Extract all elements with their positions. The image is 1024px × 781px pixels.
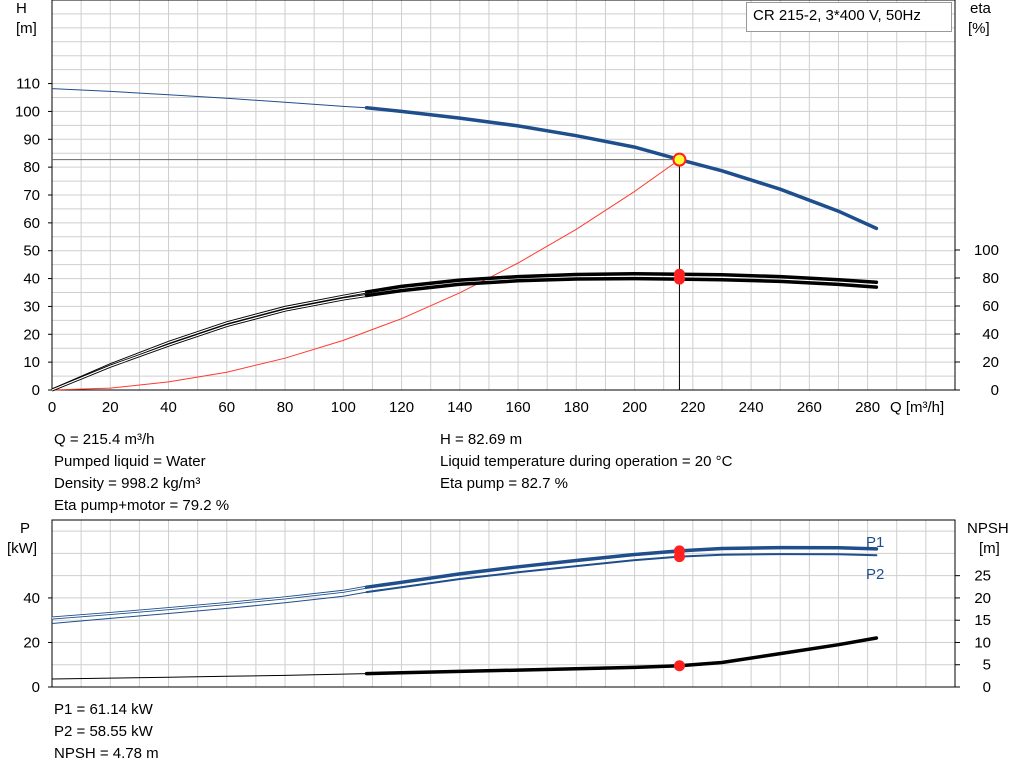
eta-total-curve-thick	[364, 276, 879, 298]
top-y-tick-label: 100	[15, 103, 40, 120]
p2-readout: P2 = 58.55 kW	[54, 723, 153, 740]
head-curve-thin	[51, 88, 367, 109]
top-y-right-tick-label: 40	[982, 326, 999, 343]
x-axis-label: Q [m³/h]	[890, 399, 944, 416]
bottom-curves	[51, 545, 879, 680]
eta-total-curve-thin-inner	[51, 294, 367, 391]
bottom-y-axis-unit: [kW]	[7, 540, 37, 557]
top-y-tick-label: 10	[23, 354, 40, 371]
top-y-right-tick-label: 20	[982, 354, 999, 371]
top-y-tick-label: 110	[16, 76, 40, 93]
top-y-tick-label: 90	[23, 131, 40, 148]
head-curve-thick	[364, 106, 879, 231]
bottom-y-axis-label: P	[20, 520, 30, 537]
x-tick-label: 80	[277, 399, 294, 416]
system-curve	[51, 159, 680, 391]
head-readout: H = 82.69 m	[440, 431, 523, 448]
x-tick-label: 20	[102, 399, 119, 416]
p1-curve-thin-outline	[51, 585, 367, 620]
x-tick-label: 220	[680, 399, 705, 416]
bottom-y-right-tick-label: 5	[983, 657, 991, 674]
eta-pump-curve-thick	[364, 272, 879, 294]
x-tick-label: 160	[506, 399, 531, 416]
bottom-y-right-tick-label: 25	[974, 568, 991, 585]
bottom-y-right-axis-label: NPSH	[967, 520, 1009, 537]
npsh-curve-thick	[364, 636, 879, 676]
top-y-tick-label: 20	[23, 326, 40, 343]
bottom-y-tick-label: 20	[23, 634, 40, 651]
top-y-tick-label: 70	[23, 187, 40, 204]
tick-labels: 0 20 40 60 80 100 120 140 160 180 200 220 240 260 2800…	[15, 76, 999, 696]
head-operating-point	[672, 152, 687, 167]
eta-pump-readout: Eta pump = 82.7 %	[440, 475, 568, 492]
temperature-readout: Liquid temperature during operation = 20…	[440, 453, 733, 470]
x-tick-label: 60	[218, 399, 235, 416]
eta-total-operating-point	[673, 273, 685, 285]
info-bottom-block: P1 = 61.14 kW P2 = 58.55 kW NPSH = 4.78 …	[54, 699, 159, 765]
p2-curve-thin	[51, 591, 367, 624]
info-left-block: Q = 215.4 m³/h Pumped liquid = Water Den…	[54, 429, 229, 517]
x-tick-label: 180	[564, 399, 589, 416]
top-y-right-axis-unit: [%]	[968, 20, 990, 37]
top-curves	[51, 88, 879, 392]
x-tick-label: 0	[48, 399, 56, 416]
p1-readout: P1 = 61.14 kW	[54, 701, 153, 718]
liquid-readout: Pumped liquid = Water	[54, 453, 206, 470]
top-y-right-tick-label: 60	[982, 298, 999, 315]
bottom-y-right-axis-unit: [m]	[979, 540, 1000, 557]
p2-operating-point	[673, 551, 685, 563]
p2-curve-label: P2	[866, 566, 884, 583]
top-y-right-tick-label: 0	[991, 382, 999, 399]
bottom-y-tick-label: 40	[23, 590, 40, 607]
npsh-curve-thin	[51, 673, 367, 680]
top-y-tick-label: 50	[23, 243, 40, 260]
x-tick-label: 140	[447, 399, 472, 416]
x-tick-label: 280	[855, 399, 880, 416]
top-y-tick-label: 0	[32, 382, 40, 399]
top-y-axis-unit: [m]	[16, 20, 37, 37]
bottom-y-right-tick-label: 10	[974, 634, 991, 651]
x-tick-label: 120	[389, 399, 414, 416]
eta-total-readout: Eta pump+motor = 79.2 %	[54, 497, 230, 514]
info-right-block: H = 82.69 m Liquid temperature during op…	[440, 429, 732, 495]
bottom-y-tick-label: 0	[32, 679, 40, 696]
top-y-tick-label: 40	[23, 271, 40, 288]
top-y-axis-label: H	[16, 0, 27, 17]
top-y-tick-label: 80	[23, 159, 40, 176]
density-readout: Density = 998.2 kg/m³	[54, 475, 201, 492]
top-grid	[51, 0, 956, 391]
bottom-y-right-tick-label: 0	[983, 679, 991, 696]
bottom-y-right-tick-label: 20	[974, 590, 991, 607]
pump-title-box: CR 215-2, 3*400 V, 50Hz	[746, 2, 952, 32]
p1-curve-label: P1	[866, 534, 884, 551]
npsh-readout: NPSH = 4.78 m	[54, 745, 159, 762]
npsh-operating-point	[673, 660, 685, 672]
p1-curve-thin-inner	[51, 586, 367, 619]
x-tick-label: 40	[160, 399, 177, 416]
bottom-y-right-tick-label: 15	[974, 612, 991, 629]
x-tick-label: 240	[739, 399, 764, 416]
top-y-right-tick-label: 100	[974, 242, 999, 259]
x-tick-label: 260	[797, 399, 822, 416]
p2-curve-thick	[365, 553, 878, 594]
flow-readout: Q = 215.4 m³/h	[54, 431, 155, 448]
operating-points	[672, 152, 687, 672]
top-y-tick-label: 60	[23, 215, 40, 232]
bottom-grid	[51, 519, 956, 688]
bottom-plot-frame	[51, 519, 956, 688]
x-tick-label: 100	[331, 399, 356, 416]
p1-curve-thick	[364, 545, 879, 589]
x-tick-label: 200	[622, 399, 647, 416]
top-y-tick-label: 30	[23, 298, 40, 315]
top-y-right-tick-label: 80	[982, 270, 999, 287]
top-y-right-axis-label: eta	[970, 0, 992, 17]
